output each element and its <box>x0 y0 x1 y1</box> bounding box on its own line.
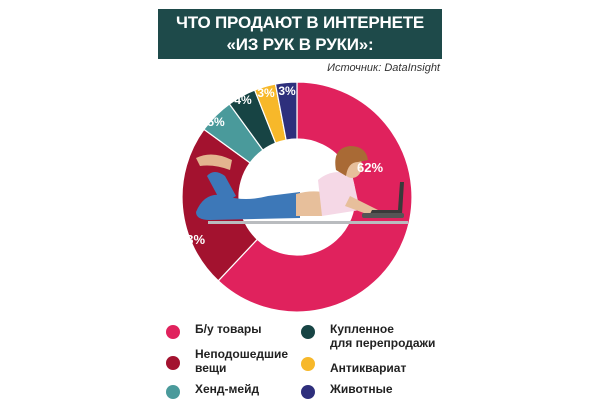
title-line-2: «ИЗ РУК В РУКИ»: <box>226 35 374 54</box>
slice-label-antiques: 3% <box>257 86 275 100</box>
legend-marker-icon <box>301 385 315 399</box>
legend-item-used-goods: Б/у товары <box>166 322 262 339</box>
slice-label-handmade: 5% <box>207 115 225 129</box>
chart-title: ЧТО ПРОДАЮТ В ИНТЕРНЕТЕ «ИЗ РУК В РУКИ»: <box>158 9 442 59</box>
legend-marker-icon <box>166 325 180 339</box>
legend-marker-icon <box>166 356 180 370</box>
slice-label-unsuitable: 23% <box>179 232 205 247</box>
legend-item-handmade: Хенд-мейд <box>166 382 259 399</box>
legend-label: Хенд-мейд <box>195 382 260 396</box>
legend-item-antiques: Антиквариат <box>301 357 407 375</box>
legend-label: Б/у товары <box>195 322 262 336</box>
legend-label: Неподошедшие вещи <box>195 347 289 375</box>
title-line-1: ЧТО ПРОДАЮТ В ИНТЕРНЕТЕ <box>175 13 425 32</box>
slice-label-used-goods: 62% <box>357 160 383 175</box>
legend-label: Купленное для перепродажи <box>330 322 436 350</box>
slice-labels: 62% 23% 5% 4% 3% 3% <box>179 84 383 247</box>
woman-with-laptop-illustration <box>196 146 408 224</box>
chart-legend: Б/у товары Неподошедшие вещи Хенд-мейд К… <box>166 318 466 400</box>
slice-label-animals: 3% <box>278 84 296 98</box>
legend-label: Животные <box>330 382 393 396</box>
legend-marker-icon <box>166 385 180 399</box>
legend-marker-icon <box>301 357 315 371</box>
legend-marker-icon <box>301 325 315 339</box>
legend-item-resale: Купленное для перепродажи <box>301 322 435 350</box>
slice-label-resale: 4% <box>234 93 252 107</box>
legend-label: Антиквариат <box>330 361 407 375</box>
slice-animals <box>274 81 298 141</box>
source-note: Источник: DataInsight <box>327 62 440 74</box>
legend-item-animals: Животные <box>301 382 393 399</box>
legend-item-unsuitable: Неподошедшие вещи <box>166 347 288 375</box>
